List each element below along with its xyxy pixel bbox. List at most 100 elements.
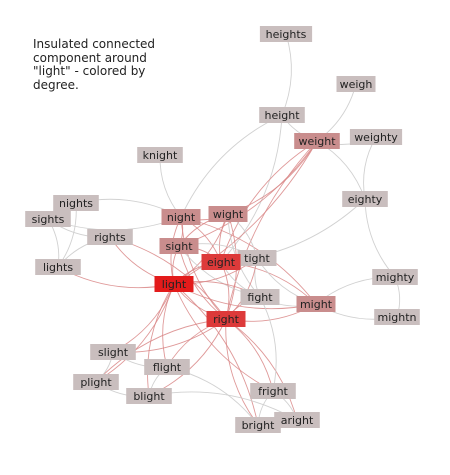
node-label-eighty: eighty: [348, 193, 383, 206]
edge-eight-right: [220, 261, 230, 320]
node-height[interactable]: height: [259, 107, 305, 123]
node-label-sights: sights: [32, 213, 65, 226]
edge-fight-fright: [259, 296, 277, 392]
edge-knight-night: [159, 154, 182, 218]
node-box-heights: [259, 26, 313, 42]
node-knight[interactable]: knight: [137, 147, 183, 163]
node-box-aright: [274, 412, 320, 428]
node-mighty[interactable]: mighty: [372, 269, 418, 285]
node-fright[interactable]: fright: [250, 383, 296, 399]
node-label-sight: sight: [165, 240, 193, 253]
node-box-night: [161, 209, 201, 225]
node-box-mighty: [372, 269, 418, 285]
node-label-light: light: [162, 278, 187, 291]
node-sight[interactable]: sight: [159, 238, 199, 254]
node-label-knight: knight: [143, 149, 178, 162]
edge-right-blight: [148, 318, 227, 397]
node-label-rights: rights: [94, 231, 126, 244]
node-box-fright: [250, 383, 296, 399]
node-eighty[interactable]: eighty: [342, 191, 388, 207]
node-box-lights: [35, 259, 81, 275]
node-weight[interactable]: weight: [294, 133, 340, 149]
node-tight[interactable]: tight: [237, 250, 277, 266]
node-mightn[interactable]: mightn: [374, 309, 420, 325]
node-plight[interactable]: plight: [73, 374, 119, 390]
edge-weight-eight: [220, 140, 318, 263]
node-aright[interactable]: aright: [274, 412, 320, 428]
edge-light-slight: [112, 283, 175, 353]
edge-height-night: [180, 114, 283, 218]
node-night[interactable]: night: [161, 209, 201, 225]
node-box-wight: [208, 206, 248, 222]
edge-light-bright: [173, 283, 259, 426]
node-box-blight: [126, 388, 172, 404]
node-label-heights: heights: [266, 28, 307, 41]
node-label-mighty: mighty: [376, 271, 415, 284]
edge-light-fright: [173, 283, 274, 392]
node-box-bright: [235, 417, 281, 433]
node-label-fight: fight: [247, 291, 273, 304]
edge-weight-eighty: [316, 140, 366, 200]
node-box-flight: [144, 359, 190, 375]
node-heights[interactable]: heights: [259, 26, 313, 42]
node-label-night: night: [167, 211, 196, 224]
node-box-eighty: [342, 191, 388, 207]
node-label-eight: eight: [207, 256, 236, 269]
node-light[interactable]: light: [154, 276, 194, 292]
node-rights[interactable]: rights: [87, 229, 133, 245]
node-label-plight: plight: [80, 376, 112, 389]
node-box-fight: [240, 289, 280, 305]
node-label-lights: lights: [43, 261, 73, 274]
node-layer: heights weigh height weight weighty knight nig…: [25, 26, 420, 433]
node-label-weighty: weighty: [354, 131, 398, 144]
edge-night-right: [180, 216, 227, 320]
node-box-might: [296, 296, 336, 312]
node-box-rights: [87, 229, 133, 245]
node-label-bright: bright: [242, 419, 276, 432]
node-label-fright: fright: [258, 385, 288, 398]
node-fight[interactable]: fight: [240, 289, 280, 305]
edge-weighty-eighty: [363, 136, 377, 200]
edge-weight-sight: [178, 140, 318, 247]
node-box-right: [206, 311, 246, 327]
edge-weight-right: [225, 140, 318, 320]
edge-right-aright: [225, 318, 298, 421]
node-box-weight: [294, 133, 340, 149]
node-eight[interactable]: eight: [201, 254, 241, 270]
node-box-weigh: [336, 76, 376, 92]
edge-weight-light: [173, 140, 318, 285]
node-box-nights: [53, 195, 99, 211]
node-label-weight: weight: [298, 135, 336, 148]
node-blight[interactable]: blight: [126, 388, 172, 404]
node-sights[interactable]: sights: [25, 211, 71, 227]
node-label-right: right: [213, 313, 240, 326]
node-label-blight: blight: [133, 390, 165, 403]
node-right[interactable]: right: [206, 311, 246, 327]
node-label-height: height: [264, 109, 300, 122]
node-bright[interactable]: bright: [235, 417, 281, 433]
node-label-tight: tight: [244, 252, 270, 265]
edge-heights-height: [281, 33, 292, 116]
edge-light-plight: [95, 283, 175, 383]
node-weighty[interactable]: weighty: [349, 129, 403, 145]
node-weigh[interactable]: weigh: [336, 76, 376, 92]
node-box-knight: [137, 147, 183, 163]
node-nights[interactable]: nights: [53, 195, 99, 211]
node-flight[interactable]: flight: [144, 359, 190, 375]
node-wight[interactable]: wight: [208, 206, 248, 222]
node-box-plight: [73, 374, 119, 390]
node-lights[interactable]: lights: [35, 259, 81, 275]
edge-light-blight: [147, 283, 175, 397]
node-box-weighty: [349, 129, 403, 145]
node-slight[interactable]: slight: [90, 344, 136, 360]
node-label-nights: nights: [59, 197, 93, 210]
node-label-wight: wight: [213, 208, 244, 221]
node-box-slight: [90, 344, 136, 360]
node-box-sights: [25, 211, 71, 227]
node-might[interactable]: might: [296, 296, 336, 312]
node-box-light: [154, 276, 194, 292]
edge-flight-bright: [166, 366, 259, 426]
node-label-slight: slight: [98, 346, 129, 359]
edge-right-bright: [225, 318, 259, 426]
